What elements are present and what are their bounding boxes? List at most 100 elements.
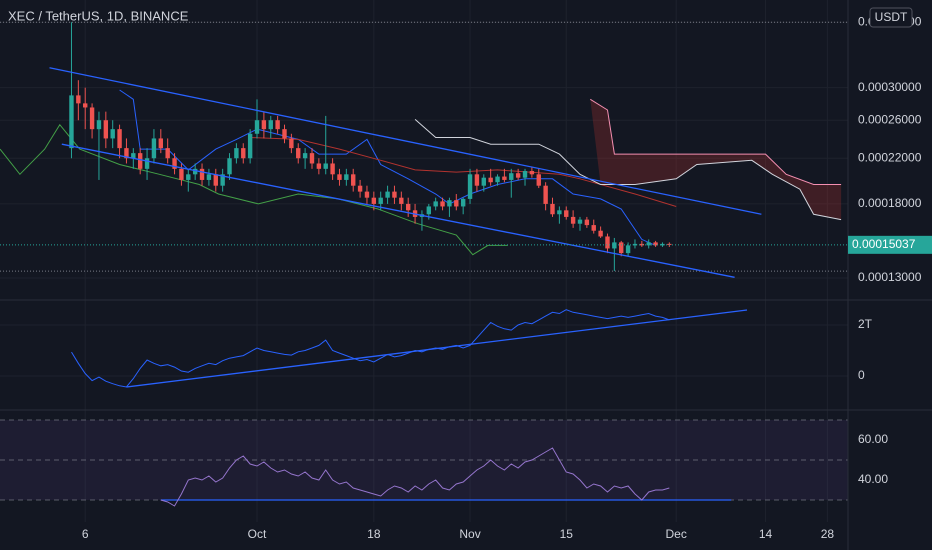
- candle-body: [96, 120, 102, 130]
- x-tick-label: 28: [821, 527, 835, 541]
- x-tick-label: Nov: [459, 527, 480, 541]
- candle-body: [241, 148, 246, 159]
- candle-body: [460, 198, 466, 207]
- candle-body: [591, 225, 596, 231]
- trendline: [49, 67, 762, 215]
- x-tick-label: 15: [560, 527, 574, 541]
- candle-body: [110, 129, 115, 139]
- currency-button[interactable]: [869, 7, 913, 28]
- candle-body: [454, 200, 459, 207]
- candle-body: [550, 203, 555, 215]
- candle-body: [364, 191, 370, 198]
- candle-body: [192, 168, 198, 175]
- candle-body: [612, 242, 617, 249]
- candle-body: [399, 197, 404, 204]
- chart-title: XEC / TetherUS, 1D, BINANCE: [8, 8, 189, 23]
- candle-body: [227, 158, 232, 175]
- candle-body: [337, 174, 342, 180]
- trendline: [61, 143, 735, 278]
- candle-body: [619, 242, 624, 254]
- y-tick-label: 60.00: [858, 432, 888, 446]
- x-tick-label: 6: [82, 527, 89, 541]
- candle-body: [137, 153, 143, 169]
- candle-body: [570, 216, 576, 224]
- candle-body: [646, 242, 651, 246]
- candle-body: [76, 95, 81, 104]
- candle-body: [282, 129, 287, 139]
- y-tick-label: 0.00026000: [858, 112, 922, 126]
- plot-area: [0, 21, 848, 507]
- candle-body: [158, 138, 164, 149]
- candle-body: [165, 148, 170, 159]
- candle-body: [117, 129, 122, 149]
- candle-body: [316, 163, 322, 169]
- candle-body: [481, 177, 486, 186]
- candle-body: [515, 173, 521, 178]
- x-tick-label: Dec: [666, 527, 687, 541]
- candle-body: [371, 197, 377, 204]
- candle-body: [131, 153, 136, 159]
- candle-body: [309, 153, 315, 164]
- candle-body: [405, 203, 411, 211]
- candle-body: [124, 148, 129, 159]
- candle-body: [186, 174, 191, 180]
- candle-body: [344, 174, 349, 180]
- candle-body: [426, 206, 432, 215]
- candle-body: [330, 163, 335, 175]
- candle-body: [509, 173, 514, 180]
- candle-body: [206, 174, 212, 180]
- candle-body: [323, 163, 328, 169]
- rsi-line: [160, 447, 670, 507]
- candle-body: [433, 201, 438, 207]
- candle-body: [289, 138, 294, 149]
- candle-body: [234, 148, 239, 159]
- candle-body: [144, 158, 150, 169]
- candle-body: [172, 158, 177, 169]
- y-tick-label: 0.00022000: [858, 150, 922, 164]
- y-tick-label: 0.00013000: [858, 270, 922, 284]
- candle-body: [495, 176, 500, 183]
- candle-body: [639, 243, 645, 246]
- candle-body: [247, 133, 253, 159]
- candle-body: [89, 107, 95, 130]
- candle-body: [296, 148, 301, 159]
- candle-body: [584, 219, 590, 226]
- candle-body: [488, 177, 493, 183]
- last-price-label: 0.00015037: [852, 237, 916, 251]
- candle-body: [467, 174, 473, 199]
- candle-body: [83, 103, 88, 108]
- candle-body: [378, 197, 383, 204]
- candle-body: [564, 210, 569, 217]
- candle-body: [302, 153, 308, 159]
- candle-body: [392, 191, 397, 198]
- candle-body: [440, 201, 445, 207]
- candle-body: [268, 120, 273, 130]
- candle-body: [357, 185, 363, 192]
- candle-body: [351, 174, 356, 186]
- candle-body: [213, 174, 218, 186]
- y-tick-label: 0.00030000: [858, 80, 922, 94]
- candle-body: [577, 219, 583, 224]
- candle-body: [632, 243, 638, 246]
- indicator-line: [0, 123, 508, 256]
- candle-body: [385, 191, 390, 198]
- candle-body: [69, 95, 74, 149]
- candle-body: [179, 168, 184, 180]
- cloud-edge: [590, 98, 842, 185]
- candle-body: [543, 185, 548, 204]
- x-tick-label: 18: [367, 527, 381, 541]
- x-tick-label: 14: [759, 527, 773, 541]
- candle-body: [103, 120, 109, 139]
- obv-trendline: [126, 309, 748, 388]
- y-tick-label: 2T: [858, 317, 873, 331]
- candle-body: [220, 174, 225, 186]
- y-tick-label: 0: [858, 368, 865, 382]
- candle-body: [474, 174, 480, 186]
- candle-body: [536, 174, 541, 186]
- candle-body: [625, 245, 631, 254]
- currency-label[interactable]: USDT: [875, 10, 908, 24]
- candle-body: [502, 176, 507, 180]
- candle-body: [199, 168, 205, 180]
- obv-line: [71, 309, 670, 388]
